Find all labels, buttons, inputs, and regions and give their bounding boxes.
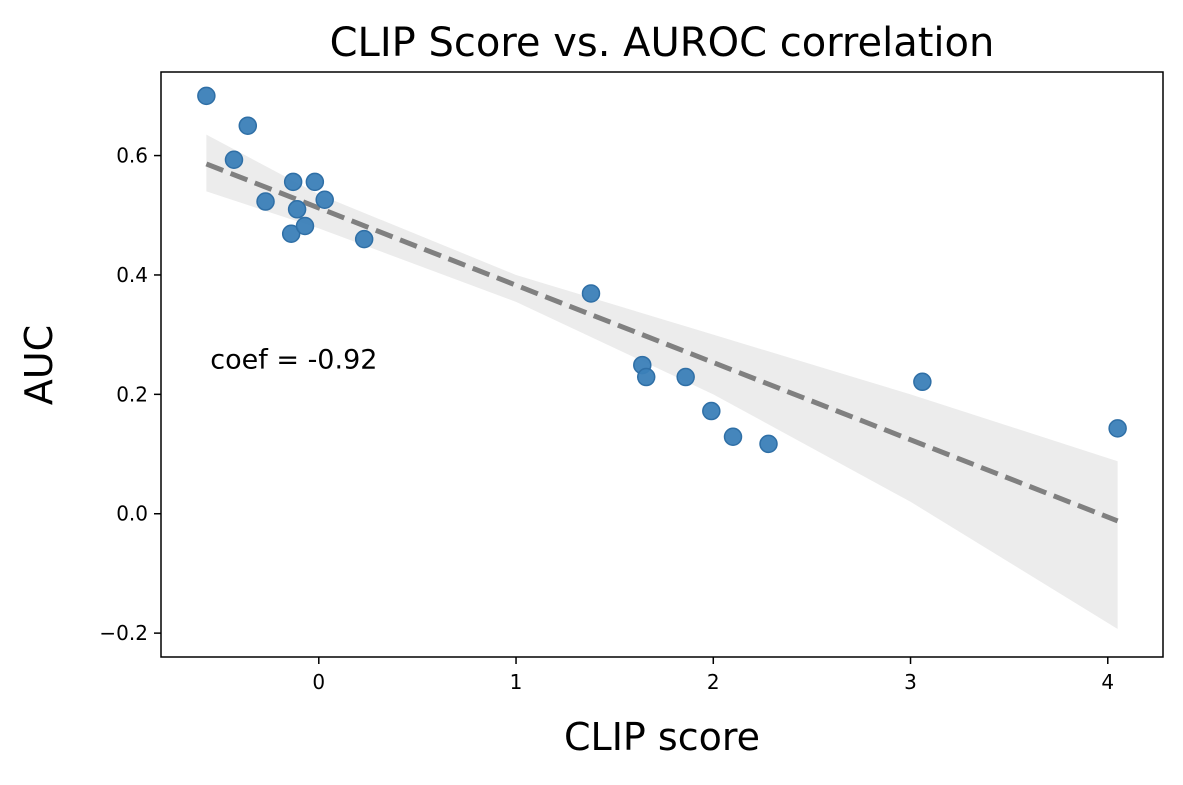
confidence-band [206,134,1118,629]
data-point [287,200,307,219]
data-point [723,427,743,446]
axis-ticks: 0 1 2 3 4 −0.2 0.0 0.2 0.4 0.6 [99,144,1114,694]
data-point [636,367,656,387]
data-point [1108,419,1127,438]
regression-line [205,161,1119,524]
x-tick-label: 4 [1101,670,1114,694]
data-point [354,229,374,249]
y-tick-label: 0.4 [116,263,148,287]
x-axis-label: CLIP score [564,715,760,759]
x-tick-label: 3 [904,670,917,694]
coef-annotation: coef = -0.92 [210,345,377,376]
plot-area [197,86,1127,629]
data-point [238,116,258,135]
data-point [256,192,275,211]
data-point [759,434,778,454]
data-point [197,86,216,106]
chart-title: CLIP Score vs. AUROC correlation [330,20,995,66]
y-tick-label: 0.0 [116,502,148,526]
x-tick-label: 1 [510,670,523,694]
data-point [305,172,325,192]
x-tick-label: 0 [312,670,325,694]
x-tick-label: 2 [707,670,720,694]
data-point [702,401,721,421]
y-tick-label: −0.2 [99,621,148,645]
data-point [283,172,303,192]
data-point [676,367,695,387]
data-point [315,190,334,209]
y-tick-label: 0.6 [116,144,148,168]
data-point [295,216,315,236]
y-tick-label: 0.2 [116,382,148,406]
data-point [581,284,601,303]
data-point [281,224,301,244]
data-point [224,150,244,169]
data-point [913,372,932,392]
plot-frame [160,71,1164,658]
y-axis-label: AUC [17,325,61,405]
